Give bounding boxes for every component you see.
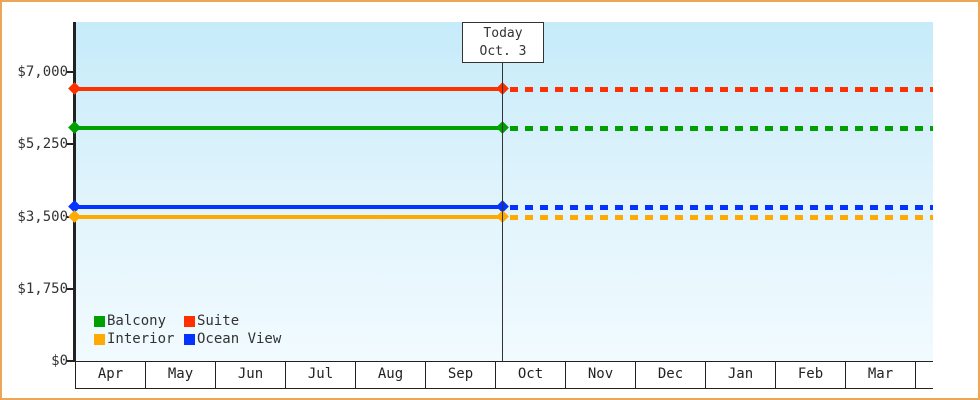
month-cell: Jun [216,362,286,388]
month-cell: Nov [566,362,636,388]
legend-swatch-icon [184,333,195,345]
price-marker [68,121,81,134]
x-axis-month-row: Apr May Jun Jul Aug Sep Oct Nov Dec Jan Feb Mar [75,361,933,389]
month-cell: Apr [76,362,146,388]
legend-item: Ocean View [184,331,282,347]
y-tick-label: $5,250 [17,136,68,152]
price-line-dashed [510,215,933,220]
legend-swatch-icon [184,315,195,327]
month-cell: Jul [286,362,356,388]
legend: Balcony Suite Interior Ocean View [94,313,282,347]
y-tick-label: $7,000 [17,64,68,80]
y-tick-label: $3,500 [17,209,68,225]
month-cell: Dec [636,362,706,388]
legend-swatch-icon [94,315,105,327]
price-line-solid [75,87,503,91]
legend-item: Suite [184,313,281,329]
y-axis-line [73,22,76,362]
legend-label: Balcony [107,313,167,329]
y-tick-mark [66,71,73,73]
today-date: Oct. 3 [479,44,527,59]
price-line-solid [75,205,503,209]
today-line [502,62,503,361]
legend-label: Suite [197,313,240,329]
month-cell: Sep [426,362,496,388]
price-line-solid [75,215,503,219]
price-line-dashed [510,126,933,131]
price-marker [68,82,81,95]
y-tick-label: $1,750 [17,281,68,297]
y-tick-mark [66,143,73,145]
legend-label: Interior [107,331,175,347]
legend-label: Ocean View [197,331,282,347]
plot-area [75,22,933,361]
month-cell: May [146,362,216,388]
month-cell: Mar [846,362,916,388]
month-cell: Jan [706,362,776,388]
y-tick-mark [66,288,73,290]
y-tick-mark [66,360,73,362]
legend-item: Balcony [94,313,184,329]
today-marker-box: Today Oct. 3 [462,22,544,63]
price-line-dashed [510,87,933,92]
today-label: Today [483,26,523,41]
price-marker [68,210,81,223]
legend-swatch-icon [94,333,105,345]
month-cell: Aug [356,362,426,388]
price-line-solid [75,126,503,130]
y-tick-label: $0 [51,353,68,369]
month-filler-cell [916,362,933,388]
price-line-dashed [510,205,933,210]
month-cell: Feb [776,362,846,388]
legend-item: Interior [94,331,184,347]
month-cell: Oct [496,362,566,388]
